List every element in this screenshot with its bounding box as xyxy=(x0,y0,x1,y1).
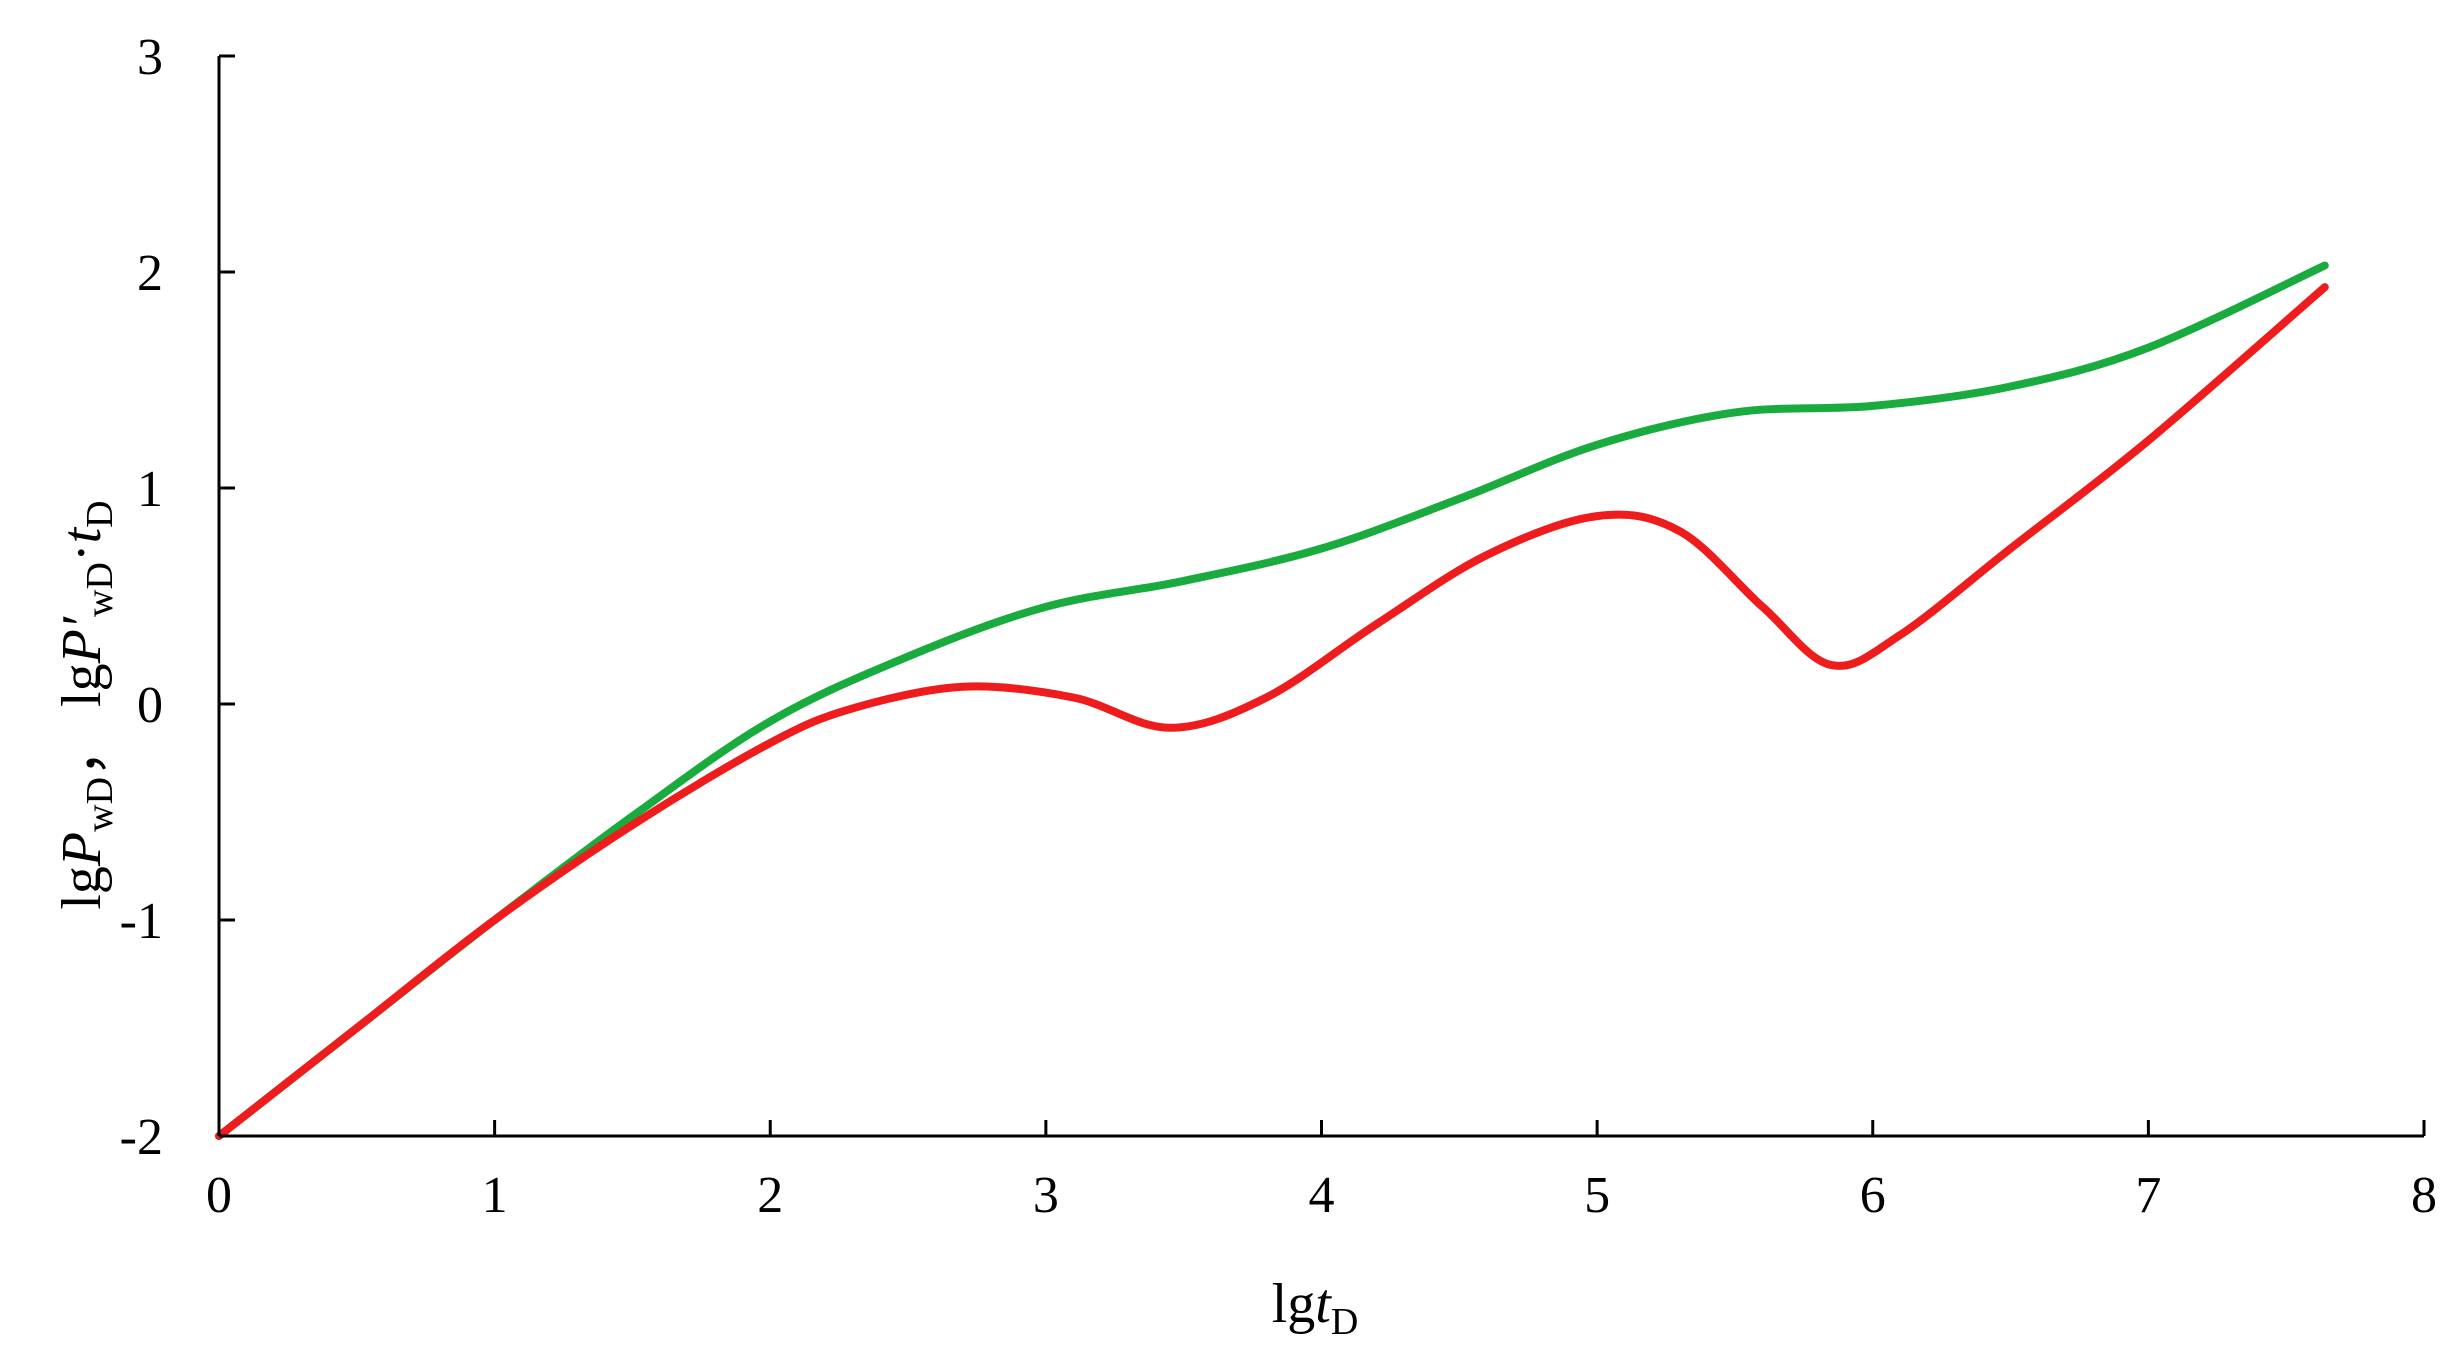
x-tick-label-8: 8 xyxy=(2411,1167,2437,1224)
y-ticks: -2 -1 0 1 2 3 xyxy=(120,29,235,1166)
x-title-var: t xyxy=(1315,1273,1332,1335)
x-title-sub: D xyxy=(1331,1301,1358,1343)
y-axis-title: lgPwD， lgP′wD·tD xyxy=(51,500,121,909)
y-tick-label-3: 1 xyxy=(137,461,163,518)
x-tick-label-7: 7 xyxy=(2135,1167,2161,1224)
x-axis-title: lgtD xyxy=(1272,1273,1359,1343)
y-tick-label-1: -1 xyxy=(120,893,163,950)
y-tick-label-2: 0 xyxy=(137,677,163,734)
x-tick-label-5: 5 xyxy=(1584,1167,1610,1224)
y-title-part1-var: P xyxy=(51,832,113,867)
y-title-part2-sub2: D xyxy=(79,500,121,527)
y-title-part2-dot: · xyxy=(51,543,113,562)
x-tick-label-0: 0 xyxy=(206,1167,232,1224)
x-tick-label-3: 3 xyxy=(1033,1167,1059,1224)
y-tick-label-4: 2 xyxy=(137,245,163,302)
y-title-part2-sub: wD xyxy=(79,562,121,617)
series-line-2 xyxy=(215,283,2329,1140)
y-title-part2-var: P′ xyxy=(51,616,113,664)
y-tick-label-0: -2 xyxy=(120,1109,163,1166)
y-title-part1-sub: wD xyxy=(79,777,121,832)
y-title-part1-prefix: lg xyxy=(51,866,113,910)
x-ticks: 0 1 2 3 4 5 6 7 8 xyxy=(206,1120,2437,1224)
series-layer xyxy=(215,261,2329,1140)
series-line-1 xyxy=(215,261,2329,1140)
x-tick-label-4: 4 xyxy=(1309,1167,1335,1224)
x-title-prefix: lg xyxy=(1272,1273,1316,1335)
x-tick-label-1: 1 xyxy=(482,1167,508,1224)
x-tick-label-2: 2 xyxy=(757,1167,783,1224)
y-title-part2-var2: t xyxy=(51,526,113,543)
y-tick-label-5: 3 xyxy=(137,29,163,86)
y-title-part2-prefix: lg xyxy=(51,663,113,707)
y-title-separator: ， xyxy=(51,707,113,777)
x-tick-label-6: 6 xyxy=(1860,1167,1886,1224)
